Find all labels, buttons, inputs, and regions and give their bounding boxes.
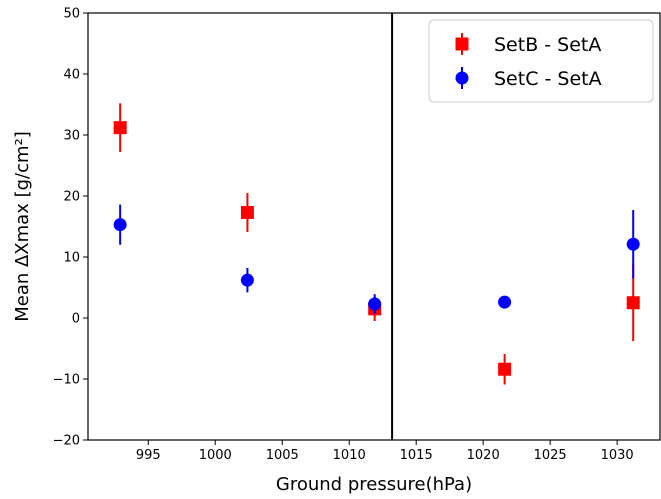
- data-point: [113, 218, 127, 232]
- x-tick-label: 1030: [601, 448, 634, 463]
- x-tick-label: 1005: [266, 448, 299, 463]
- series-layer: [113, 103, 640, 385]
- x-tick-label: 1020: [467, 448, 500, 463]
- legend-label: SetC - SetA: [494, 68, 602, 90]
- legend: SetB - SetA SetC - SetA: [428, 19, 654, 103]
- legend-marker: [455, 37, 469, 51]
- y-tick-label: 50: [63, 7, 80, 22]
- x-tick-label: 1010: [333, 448, 366, 463]
- y-tick-label: 0: [72, 312, 80, 327]
- data-point: [626, 296, 640, 310]
- data-point: [626, 237, 640, 251]
- data-point: [368, 297, 382, 311]
- x-tick-label: 995: [136, 448, 161, 463]
- ticks-layer: 995 1000 1005 1010 1015 1020 1025 1030−20−10010…: [53, 7, 634, 464]
- y-tick-label: 40: [63, 68, 80, 83]
- y-tick-label: 10: [63, 251, 80, 266]
- data-point: [240, 273, 254, 287]
- plot-frame: [87, 12, 661, 441]
- legend-label: SetB - SetA: [494, 34, 601, 56]
- legend-box: [428, 19, 654, 103]
- y-tick-label: −10: [53, 373, 80, 388]
- data-point: [240, 205, 254, 219]
- series-square: [113, 103, 640, 385]
- y-axis-label: Mean ΔXmax [g/cm²]: [12, 131, 33, 322]
- x-tick-label: 1000: [199, 448, 232, 463]
- y-tick-label: −20: [53, 434, 80, 449]
- data-point: [498, 295, 512, 309]
- y-tick-label: 20: [63, 190, 80, 205]
- y-tick-label: 30: [63, 129, 80, 144]
- x-tick-label: 1015: [400, 448, 433, 463]
- data-point: [498, 362, 512, 376]
- data-point: [113, 121, 127, 135]
- legend-marker: [455, 71, 469, 85]
- x-tick-label: 1025: [534, 448, 567, 463]
- series-circle: [113, 204, 640, 314]
- x-axis-label: Ground pressure(hPa): [276, 474, 472, 495]
